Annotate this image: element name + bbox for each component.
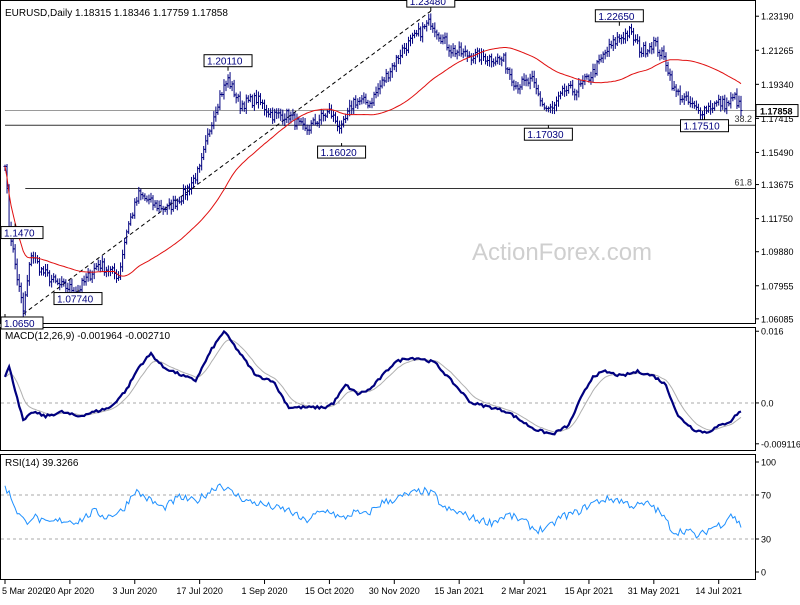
date-tick-label: 30 Nov 2020 [369, 586, 420, 596]
price-panel: 38.2 61.8 1.0650 1.1470 1.07740 1.20110 1.1602… [0, 0, 755, 330]
annotation-box [317, 145, 367, 159]
macd-line [3, 329, 742, 436]
rsi-tick-label: 30 [761, 535, 771, 545]
macd-panel-title: MACD(12,26,9) -0.001964 -0.002710 [5, 331, 171, 342]
rsi-tick-label: 100 [761, 458, 776, 468]
date-tick-label: 2 Mar 2021 [501, 586, 547, 596]
date-tick-label: 5 Mar 2020 [2, 586, 48, 596]
annotation-box [0, 226, 44, 240]
annotation-label: 1.1470 [4, 229, 35, 240]
annotation-box [203, 54, 253, 68]
fib-label-38-2: 38.2 [734, 114, 752, 124]
annotation-label: 1.16020 [321, 148, 358, 159]
date-tick-label: 1 Sep 2020 [242, 586, 288, 596]
annotation-label: 1.0650 [4, 319, 35, 330]
macd-panel [1, 329, 755, 436]
annotation-box [0, 316, 44, 330]
price-panel-frame [0, 0, 756, 324]
axes: 1.23190 1.21265 1.19340 1.17415 1.15490 1.136… [2, 12, 800, 596]
trend-line [22, 10, 432, 315]
rsi-tick-label: 0 [761, 568, 766, 578]
rsi-panel [1, 483, 755, 540]
date-tick-label: 20 Apr 2020 [46, 586, 95, 596]
price-tick-label: 1.23190 [761, 12, 794, 22]
price-tick-label: 1.17415 [761, 114, 794, 124]
macd-tick-label: -0.009116 [761, 439, 800, 449]
fib-label-61-8: 61.8 [734, 178, 752, 188]
price-tick-label: 1.21265 [761, 46, 794, 56]
price-tick-label: 1.13675 [761, 180, 794, 190]
annotation-box [680, 119, 730, 133]
price-bar [739, 95, 743, 117]
current-price-tag [755, 104, 799, 118]
price-tick-label: 1.11750 [761, 214, 793, 224]
date-tick-label: 17 Jul 2020 [176, 586, 223, 596]
watermark-text: ActionForex.com [472, 239, 652, 266]
annotation-label: 1.17030 [527, 130, 564, 141]
annotation-box [406, 0, 456, 8]
price-tick-label: 1.07955 [761, 281, 794, 291]
price-tick-label: 1.09880 [761, 247, 794, 257]
annotation-box [53, 292, 103, 306]
annotation-label: 1.23480 [410, 0, 447, 8]
annotation-label: 1.22650 [598, 12, 635, 23]
macd-panel-frame [0, 327, 756, 451]
date-tick-label: 15 Apr 2021 [565, 586, 614, 596]
date-tick-label: 15 Jan 2021 [434, 586, 484, 596]
date-tick-label: 3 Jun 2020 [112, 586, 157, 596]
current-price-label: 1.17858 [760, 107, 793, 117]
date-tick-label: 14 Jul 2021 [695, 586, 742, 596]
macd-tick-label: 0.0 [761, 398, 774, 408]
rsi-line [4, 483, 742, 539]
moving-average-line [4, 47, 742, 277]
annotation-label: 1.17510 [684, 122, 721, 133]
rsi-tick-label: 70 [761, 491, 771, 501]
date-tick-label: 15 Oct 2020 [305, 586, 354, 596]
macd-tick-label: 0.016 [761, 327, 784, 337]
price-tick-label: 1.06085 [761, 314, 794, 324]
annotation-label: 1.07740 [57, 295, 94, 306]
date-tick-label: 31 May 2021 [628, 586, 680, 596]
price-panel-title: EURUSD,Daily 1.18315 1.18346 1.17759 1.1… [5, 8, 228, 19]
rsi-panel-title: RSI(14) 39.3266 [5, 458, 79, 469]
rsi-panel-frame [0, 454, 756, 580]
price-tick-label: 1.15490 [761, 148, 794, 158]
price-tick-label: 1.19340 [761, 80, 794, 90]
annotation-label: 1.20110 [207, 57, 243, 68]
annotation-box [523, 127, 573, 141]
annotation-box [594, 9, 644, 23]
